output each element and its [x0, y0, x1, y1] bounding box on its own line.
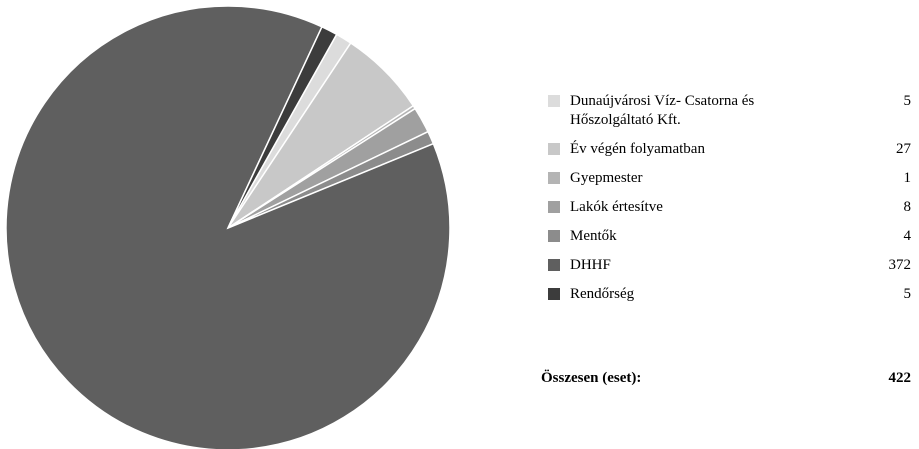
legend-value: 27	[896, 141, 911, 157]
total-label: Összesen (eset):	[541, 370, 642, 386]
total-value: 422	[888, 370, 912, 386]
legend-value: 4	[903, 228, 912, 244]
legend-label: Mentők	[570, 228, 617, 244]
pie-slice	[227, 25, 338, 229]
legend-item: Rendőrség 5	[541, 285, 911, 304]
total-row: Összesen (eset): 422	[541, 370, 911, 387]
legend-item: Dunaújvárosi Víz- Csatorna és Hőszolgált…	[541, 92, 911, 130]
legend-item: Gyepmester 1	[541, 169, 911, 188]
legend-item: DHHF 372	[541, 256, 911, 275]
legend: Dunaújvárosi Víz- Csatorna és Hőszolgált…	[541, 92, 911, 314]
pie-chart	[5, 5, 451, 449]
legend-swatch	[548, 230, 560, 242]
legend-swatch	[548, 95, 560, 107]
legend-swatch	[548, 172, 560, 184]
legend-value: 5	[903, 93, 912, 109]
legend-value: 8	[903, 199, 912, 215]
legend-label: Lakók értesítve	[570, 199, 663, 215]
legend-label: DHHF	[570, 257, 611, 273]
legend-item: Mentők 4	[541, 227, 911, 246]
legend-label: Dunaújvárosi Víz- Csatorna és Hőszolgált…	[570, 93, 755, 128]
legend-item: Lakók értesítve 8	[541, 198, 911, 217]
legend-label: Év végén folyamatban	[570, 141, 705, 157]
legend-label: Gyepmester	[570, 170, 643, 186]
legend-swatch	[548, 288, 560, 300]
legend-value: 5	[903, 286, 912, 302]
legend-label: Rendőrség	[570, 286, 635, 302]
legend-value: 1	[903, 170, 912, 186]
legend-item: Év végén folyamatban 27	[541, 140, 911, 159]
legend-value: 372	[888, 257, 912, 273]
legend-swatch	[548, 143, 560, 155]
legend-swatch	[548, 201, 560, 213]
legend-swatch	[548, 259, 560, 271]
